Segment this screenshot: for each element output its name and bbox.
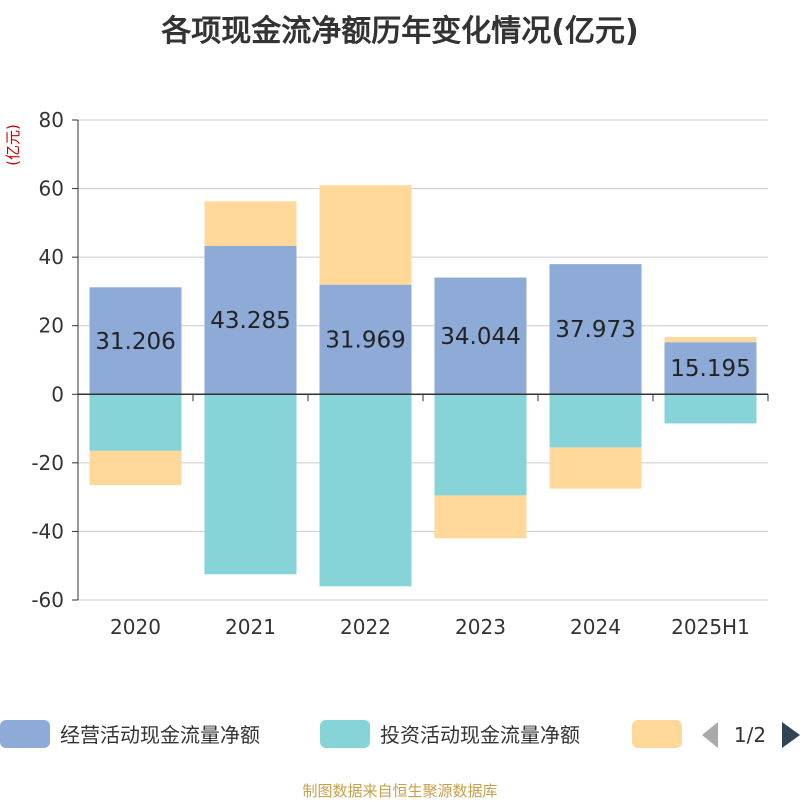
y-tick-label: 0 [51,382,64,406]
legend-label: 经营活动现金流量净额 [60,723,260,747]
x-tick-label: 2021 [225,615,276,639]
bar-series1-2021 [204,245,297,395]
x-tick-label: 2025H1 [671,615,750,639]
chart-title: 各项现金流净额历年变化情况(亿元) [161,14,639,49]
data-label: 37.973 [555,317,635,343]
y-tick-label: 20 [39,314,64,338]
x-tick-label: 2022 [340,615,391,639]
bar-series3-2025H1 [664,337,757,343]
axes: 80 60 40 20 0 -20 -40 -60 (亿元) 2020 2021 2022 2023 20… [4,108,769,639]
bars [89,185,757,587]
legend-next-icon[interactable] [782,722,800,748]
x-tick-label: 2024 [570,615,621,639]
bar-series2-2023 [434,394,527,496]
y-tick-label: 60 [39,177,64,201]
bar-series2-2025H1 [664,394,757,424]
legend-page-indicator: 1/2 [734,723,766,747]
data-label: 31.969 [325,327,405,353]
bar-series1-2022 [319,284,412,395]
legend-swatch [0,720,50,748]
data-label: 31.206 [95,329,175,355]
bar-series3-2020 [89,450,182,486]
y-tick-label: -60 [31,588,64,612]
bar-series1-2020 [89,287,182,395]
source-footer: 制图数据来自恒生聚源数据库 [302,782,498,800]
bar-series1-2024 [549,264,642,395]
y-tick-label: -20 [31,451,64,475]
bar-series3-2022 [319,185,412,285]
bar-series2-2024 [549,394,642,448]
data-label: 15.195 [670,356,750,382]
labels: 31.206 43.285 31.969 34.044 37.973 15.195 [95,308,750,382]
legend-prev-icon[interactable] [702,722,718,748]
bar-series3-2024 [549,447,642,489]
data-label: 43.285 [210,308,290,334]
y-tick-label: -40 [31,519,64,543]
legend-swatch [632,720,682,748]
bar-series3-2021 [204,201,297,246]
legend-label: 投资活动现金流量净额 [380,723,580,747]
bar-series2-2022 [319,394,412,587]
grid-lines [78,119,768,601]
y-tick-label: 80 [39,108,64,132]
x-tick-label: 2020 [110,615,161,639]
legend: 经营活动现金流量净额 投资活动现金流量净额 1/2 [0,720,800,748]
bar-series2-2020 [89,394,182,451]
bar-series2-2021 [204,394,297,575]
y-axis-label: (亿元) [4,124,22,166]
x-tick-label: 2023 [455,615,506,639]
legend-swatch [320,720,370,748]
bar-series3-2023 [434,495,527,539]
bar-series1-2025H1 [664,342,757,395]
bar-series1-2023 [434,277,527,395]
data-label: 34.044 [440,324,520,350]
y-tick-label: 40 [39,245,64,269]
